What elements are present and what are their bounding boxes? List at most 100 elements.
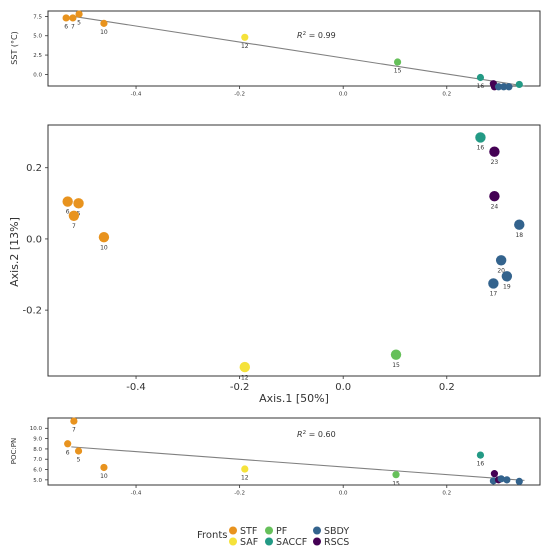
legend-label-rscs: RSCS: [324, 537, 349, 548]
pocpn-panel: 5.0 6.0 7.0 8.0 9.0 10.0 -0.4 -0.2 0.0 0.2 POC:P…: [10, 417, 541, 497]
pocpn-point-label: 16: [477, 461, 485, 468]
ordination-point-stf: [73, 198, 84, 209]
pocpn-point-label: 7: [72, 427, 76, 434]
sst-y-tick-label: 7.5: [33, 14, 42, 20]
pocpn-r2-annotation: R2 = 0.60: [297, 430, 336, 439]
pocpn-r2-value: = 0.60: [306, 430, 336, 439]
legend-swatch-saf: [229, 537, 237, 546]
pocpn-trend-line: [71, 446, 525, 481]
pocpn-point-label: 5: [77, 457, 81, 464]
sst-point-sbdy: [505, 83, 513, 91]
pocpn-trend: [71, 446, 525, 481]
ordination-point-label: 17: [490, 291, 498, 298]
sst-point-label: 16: [477, 83, 485, 90]
ordination-point-label: 18: [515, 232, 523, 239]
pocpn-point-pf: [392, 471, 400, 479]
sst-x-tick-label: -0.2: [234, 92, 245, 98]
ordination-y-tick-label: -0.2: [22, 306, 42, 317]
pocpn-y-tick-label: 5.0: [33, 478, 42, 484]
pocpn-y-axis-label: POC:PN: [10, 438, 18, 464]
legend-swatch-sbdy: [313, 526, 321, 535]
sst-point-label: 5: [77, 20, 81, 27]
ordination-point-label: 6: [66, 209, 70, 216]
ordination-point-rscs: [489, 191, 500, 202]
ordination-points: 65710121516232418201917: [62, 132, 525, 381]
pocpn-y-tick-label: 10.0: [30, 426, 43, 432]
ordination-y-tick-label: 0.0: [26, 234, 42, 245]
ordination-point-sbdy: [501, 271, 513, 282]
pocpn-point-saccf: [476, 451, 485, 459]
sst-point-stf: [62, 14, 70, 22]
legend-label-sbdy: SBDY: [324, 526, 349, 537]
ordination-x-tick-label: -0.2: [230, 382, 250, 393]
sst-point-pf: [393, 58, 402, 66]
pocpn-point-label: 6: [66, 449, 70, 456]
sst-y-tick-label: 0.0: [33, 72, 42, 78]
ordination-x-tick-label: 0.2: [439, 382, 455, 393]
legend-swatch-pf: [265, 526, 273, 535]
legend-swatch-stf: [229, 526, 237, 535]
ordination-y-tick-label: 0.2: [26, 163, 42, 174]
pocpn-point-sbdy: [497, 475, 505, 483]
ordination-point-saccf: [475, 132, 486, 143]
pocpn-points: 7 65 10 12 15 16: [64, 417, 523, 487]
pocpn-point-saf: [241, 465, 249, 473]
sst-point-saf: [241, 33, 249, 41]
sst-y-tick-label: 2.5: [33, 53, 42, 59]
sst-point-stf: [69, 14, 77, 22]
ordination-point-label: 19: [503, 284, 511, 291]
pocpn-y-tick-label: 8.0: [33, 447, 42, 453]
legend-label-saccf: SACCF: [276, 537, 307, 548]
sst-point-sbdy: [500, 83, 508, 91]
sst-point-label: 12: [241, 43, 249, 50]
pocpn-point-stf: [74, 447, 83, 455]
sst-point-saccf: [515, 80, 523, 89]
legend-title: Fronts: [197, 530, 228, 541]
pocpn-point-stf: [70, 417, 78, 425]
sst-point-label: 15: [394, 68, 402, 75]
pocpn-point-sbdy: [503, 476, 511, 484]
ordination-plot-frame: [47, 124, 541, 377]
ordination-point-sbdy: [488, 278, 499, 289]
sst-point-label: 7: [71, 24, 75, 31]
ordination-point-label: 20: [497, 267, 505, 274]
ordination-point-rscs: [489, 146, 500, 157]
pocpn-x-tick-label: 0.0: [339, 491, 348, 497]
pocpn-r2-superscript: 2: [303, 430, 307, 436]
legend-label-pf: PF: [276, 526, 287, 537]
pocpn-plot-frame: [47, 417, 541, 486]
pocpn-y-ticks: 5.0 6.0 7.0 8.0 9.0 10.0: [30, 426, 48, 484]
ordination-point-label: 15: [392, 362, 400, 369]
sst-point-sbdy: [494, 83, 503, 91]
ordination-x-tick-label: -0.4: [126, 382, 146, 393]
pocpn-x-tick-label: -0.4: [131, 491, 142, 497]
sst-r2-prefix: R: [297, 31, 303, 40]
pocpn-x-ticks: -0.4 -0.2 0.0 0.2: [131, 485, 451, 497]
ordination-point-label: 23: [491, 159, 499, 166]
pocpn-point-sbdy: [515, 477, 523, 485]
pocpn-x-tick-label: 0.2: [442, 491, 451, 497]
sst-x-ticks: -0.4 -0.2 0.0 0.2: [131, 86, 451, 98]
ordination-y-axis-label: Axis.2 [13%]: [8, 217, 21, 287]
sst-trend: [71, 15, 525, 87]
sst-x-tick-label: 0.2: [442, 92, 451, 98]
ordination-x-axis-label: Axis.1 [50%]: [259, 392, 329, 405]
pocpn-y-tick-label: 6.0: [33, 467, 42, 473]
ordination-point-sbdy: [514, 219, 525, 230]
pocpn-r2-prefix: R: [297, 430, 303, 439]
sst-panel: 0.0 2.5 5.0 7.5 -0.4 -0.2 0.0 0.2 SST (°C) 6 75…: [10, 10, 541, 98]
legend-label-stf: STF: [240, 526, 257, 537]
ordination-x-ticks: -0.4 -0.2 0.0 0.2: [126, 376, 455, 393]
sst-y-tick-label: 5.0: [33, 34, 42, 40]
sst-x-tick-label: -0.4: [131, 92, 142, 98]
sst-r2-superscript: 2: [303, 31, 307, 37]
legend-swatch-saccf: [265, 537, 273, 546]
ordination-point-stf: [68, 210, 80, 221]
sst-point-label: 10: [100, 29, 108, 36]
sst-points: 6 75 10 12 15 16: [62, 10, 523, 91]
ordination-panel: -0.2 0.0 0.2 -0.4 -0.2 0.0 0.2 Axis.1 [50%] A…: [8, 124, 541, 405]
legend-swatch-rscs: [313, 537, 321, 546]
ordination-point-label: 12: [241, 374, 249, 381]
